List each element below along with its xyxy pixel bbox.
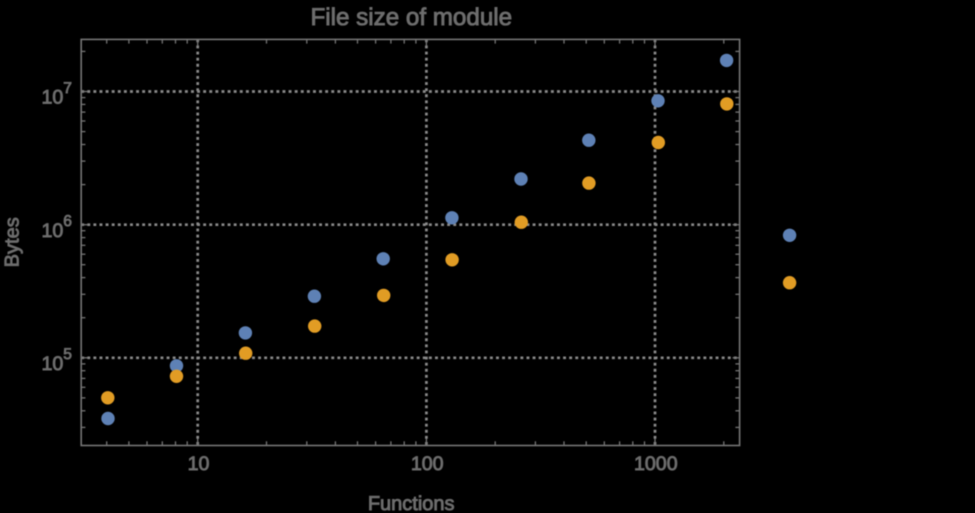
svg-text:10: 10 <box>42 353 64 375</box>
svg-text:Bytes: Bytes <box>2 217 24 267</box>
svg-text:1000: 1000 <box>634 453 678 475</box>
svg-text:5: 5 <box>63 346 72 363</box>
svg-text:10: 10 <box>42 87 64 109</box>
svg-text:100: 100 <box>411 453 444 475</box>
svg-text:7: 7 <box>63 80 72 97</box>
svg-text:6: 6 <box>63 213 72 230</box>
svg-text:10: 10 <box>188 453 210 475</box>
svg-text:File size of module: File size of module <box>310 4 512 31</box>
svg-text:10: 10 <box>42 220 64 242</box>
svg-text:Functions: Functions <box>368 493 455 513</box>
